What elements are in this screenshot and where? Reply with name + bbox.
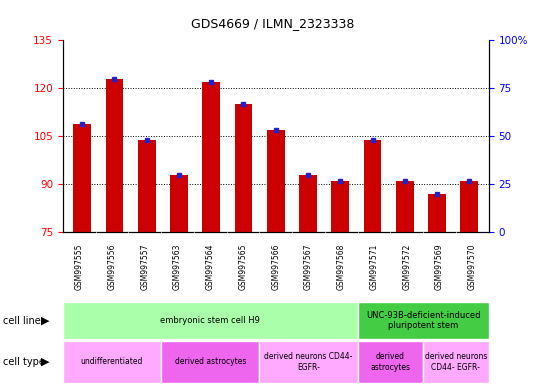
Text: GSM997564: GSM997564	[206, 243, 215, 290]
Bar	[138, 139, 156, 232]
Text: GDS4669 / ILMN_2323338: GDS4669 / ILMN_2323338	[191, 17, 355, 30]
Bar	[396, 181, 414, 232]
Bar	[170, 175, 188, 232]
Text: GSM997569: GSM997569	[435, 243, 444, 290]
Text: derived neurons
CD44- EGFR-: derived neurons CD44- EGFR-	[425, 352, 487, 372]
Bar	[73, 124, 91, 232]
Bar	[299, 175, 317, 232]
Bar	[161, 341, 259, 383]
Text: undifferentiated: undifferentiated	[81, 358, 143, 366]
Bar	[63, 341, 161, 383]
Bar	[203, 82, 220, 232]
Text: UNC-93B-deficient-induced
pluripotent stem: UNC-93B-deficient-induced pluripotent st…	[366, 311, 480, 330]
Text: derived astrocytes: derived astrocytes	[175, 358, 246, 366]
Text: ▶: ▶	[41, 357, 50, 367]
Bar	[358, 302, 489, 339]
Text: GSM997556: GSM997556	[108, 243, 116, 290]
Text: GSM997565: GSM997565	[239, 243, 247, 290]
Text: derived neurons CD44-
EGFR-: derived neurons CD44- EGFR-	[264, 352, 353, 372]
Text: ▶: ▶	[41, 316, 50, 326]
Bar	[235, 104, 252, 232]
Text: GSM997555: GSM997555	[75, 243, 84, 290]
Text: derived
astrocytes: derived astrocytes	[370, 352, 411, 372]
Text: GSM997567: GSM997567	[304, 243, 313, 290]
Text: cell line: cell line	[3, 316, 40, 326]
Bar	[331, 181, 349, 232]
Text: GSM997572: GSM997572	[402, 244, 411, 290]
Text: cell type: cell type	[3, 357, 45, 367]
Bar	[428, 194, 446, 232]
Text: GSM997557: GSM997557	[140, 243, 149, 290]
Text: GSM997563: GSM997563	[173, 243, 182, 290]
Text: GSM997570: GSM997570	[468, 243, 477, 290]
Bar	[267, 130, 284, 232]
Text: GSM997568: GSM997568	[337, 244, 346, 290]
Text: embryonic stem cell H9: embryonic stem cell H9	[161, 316, 260, 325]
Bar	[63, 302, 358, 339]
Bar	[358, 341, 423, 383]
Bar	[105, 79, 123, 232]
Text: GSM997566: GSM997566	[271, 243, 280, 290]
Bar	[364, 139, 382, 232]
Text: GSM997571: GSM997571	[370, 244, 378, 290]
Bar	[460, 181, 478, 232]
Bar	[259, 341, 358, 383]
Bar	[423, 341, 489, 383]
